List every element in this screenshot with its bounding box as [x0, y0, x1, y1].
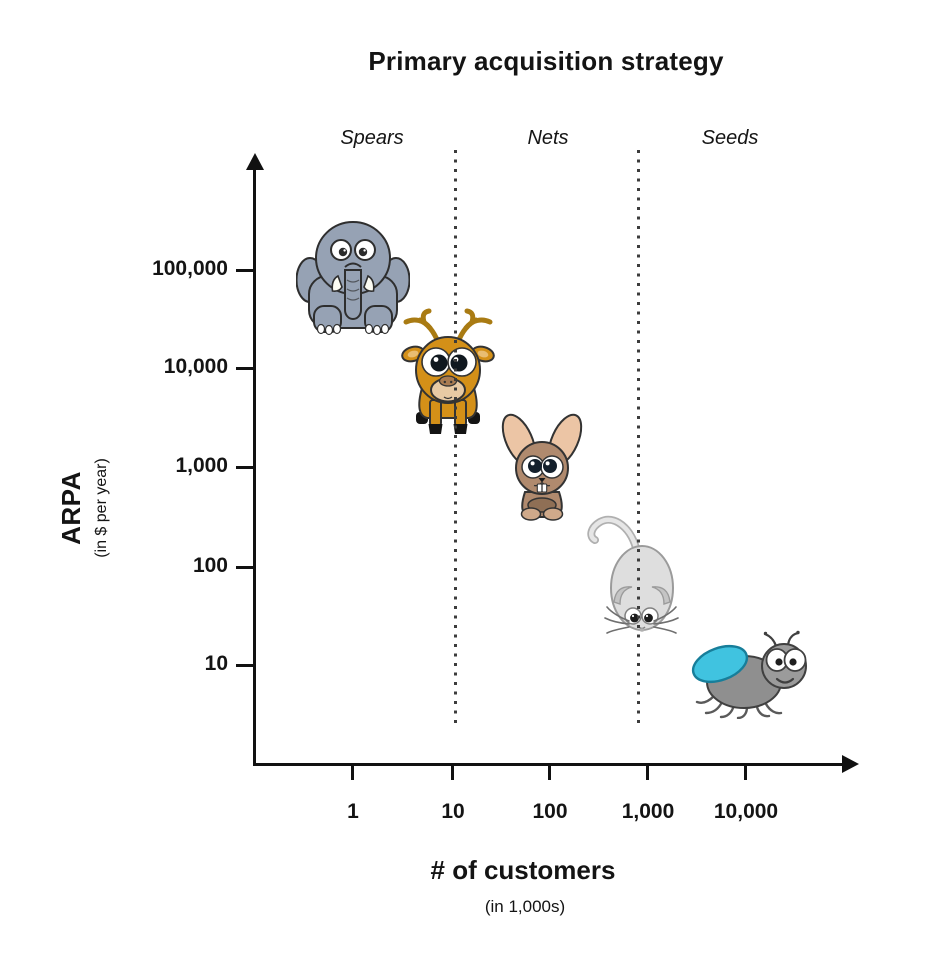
- y-axis-line: [253, 168, 256, 765]
- x-tick-label: 10: [441, 800, 465, 823]
- x-tick-label: 1: [347, 800, 359, 823]
- x-tick-1: [351, 765, 354, 780]
- y-tick-100000: [236, 269, 253, 272]
- y-tick-100: [236, 566, 253, 569]
- x-axis-subtitle: (in 1,000s): [484, 897, 566, 916]
- y-tick-10: [236, 664, 253, 667]
- mouse-icon: [587, 515, 679, 634]
- y-tick-10000: [236, 367, 253, 370]
- y-axis-subtitle: (in $ per year): [93, 458, 110, 558]
- zone-divider-nets-seeds: [637, 150, 640, 723]
- y-tick-label: 100: [192, 554, 228, 577]
- y-axis-title: ARPA: [56, 471, 86, 545]
- y-tick-label: 100,000: [152, 257, 228, 280]
- rabbit-icon: [501, 413, 583, 521]
- x-tick-1000: [646, 765, 649, 780]
- zone-label-spears: Spears: [340, 127, 404, 149]
- y-tick-label: 1,000: [175, 454, 228, 477]
- x-tick-100: [548, 765, 551, 780]
- x-tick-label: 1,000: [621, 800, 675, 823]
- y-tick-1000: [236, 466, 253, 469]
- x-tick-10000: [744, 765, 747, 780]
- x-tick-label: 100: [532, 800, 568, 823]
- chart-title: Primary acquisition strategy: [368, 46, 724, 76]
- x-axis-line: [253, 763, 845, 766]
- elephant-icon: [296, 221, 410, 336]
- y-axis-arrow-icon: [246, 153, 264, 170]
- x-axis-title: # of customers: [430, 855, 616, 885]
- deer-icon: [401, 308, 495, 434]
- x-tick-label: 10,000: [713, 800, 779, 823]
- zone-label-seeds: Seeds: [701, 127, 759, 149]
- x-axis-arrow-icon: [842, 755, 859, 773]
- zone-divider-spears-nets: [454, 150, 457, 723]
- zone-label-nets: Nets: [527, 127, 569, 149]
- y-tick-label: 10: [204, 652, 228, 675]
- y-tick-label: 10,000: [163, 355, 228, 378]
- x-tick-10: [451, 765, 454, 780]
- fly-icon: [691, 630, 807, 719]
